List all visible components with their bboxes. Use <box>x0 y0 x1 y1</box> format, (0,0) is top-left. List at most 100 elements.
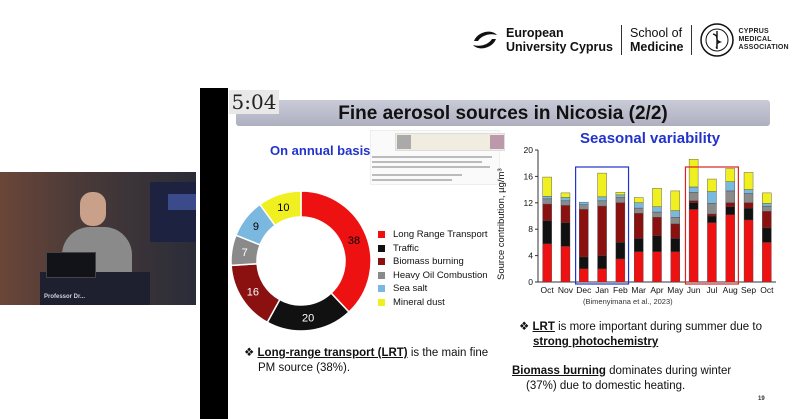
cma-seal-icon <box>700 23 735 57</box>
bar-chart-ylabel: Source contribution, µg/m³ <box>496 168 507 280</box>
bar-segment <box>670 223 681 239</box>
legend-swatch <box>378 258 385 265</box>
bar-segment <box>542 203 552 221</box>
bar-segment <box>633 207 644 214</box>
bar-segment <box>762 205 772 212</box>
annual-donut-chart: 38 20 16 7 9 10 <box>230 190 372 332</box>
bar-segment <box>615 258 626 283</box>
x-tick-label: Jan <box>595 285 609 295</box>
bar-segment <box>688 202 699 210</box>
bar-segment <box>688 200 699 203</box>
slide-title: Fine aerosol sources in Nicosia (2/2) <box>338 103 668 124</box>
bar-segment <box>652 188 662 207</box>
bar-segment <box>725 190 735 203</box>
bullet2-text: is more important during summer due to <box>554 321 762 333</box>
timer: 5:04 <box>229 90 279 114</box>
speaker-head <box>80 192 106 226</box>
legend-item: Long Range Transport <box>378 228 488 241</box>
bar-segment <box>743 207 754 221</box>
legend-swatch <box>378 285 385 292</box>
bullet3-text-2: (37%) due to domestic heating. <box>526 380 686 392</box>
bar-segment <box>579 201 589 205</box>
bullet-lrt-main: ❖ Long-range transport (LRT) is the main… <box>244 346 488 376</box>
bar-segment <box>615 242 626 260</box>
bar-segment <box>615 192 626 196</box>
bar-segment <box>762 192 772 204</box>
x-tick-label: Jun <box>687 285 701 295</box>
y-tick-label: 8 <box>528 224 533 234</box>
speaker-video: Professor Dr... <box>0 172 196 305</box>
x-tick-label: Nov <box>558 285 574 295</box>
bar-segment <box>615 202 626 243</box>
bar-segment <box>542 220 552 244</box>
logo-divider <box>620 25 622 55</box>
bullet2-highlight-2: strong photochemistry <box>533 336 659 348</box>
bar-segment <box>743 219 754 283</box>
bullet-glyph: ❖ <box>244 347 255 359</box>
bar-segment <box>707 222 717 283</box>
paper-text-line <box>372 161 482 163</box>
logo-divider-2 <box>691 25 693 55</box>
paper-text-line <box>372 166 490 168</box>
x-tick-label: Mar <box>631 285 646 295</box>
bar-segment <box>707 213 717 217</box>
bar-segment <box>560 222 571 247</box>
bar-segment <box>688 192 699 202</box>
bar-segment <box>725 206 735 215</box>
bar-segment <box>652 206 662 213</box>
legend-item: Biomass burning <box>378 255 488 268</box>
bar-segment <box>670 190 681 211</box>
x-tick-label: Jul <box>706 285 717 295</box>
bar-segment <box>707 203 717 215</box>
paper-header <box>395 133 505 151</box>
bar-segment <box>560 192 571 198</box>
school-of-medicine: School of Medicine <box>630 26 684 54</box>
highlight-box-red <box>684 166 739 285</box>
bar-segment <box>542 196 552 200</box>
donut-value-label: 7 <box>242 247 248 259</box>
x-tick-label: Dec <box>576 285 592 295</box>
legend-label: Long Range Transport <box>393 229 488 240</box>
bar-segment <box>743 172 754 190</box>
bar-segment <box>597 255 607 269</box>
bullet-glyph: ❖ <box>519 321 530 333</box>
bar-segment <box>743 193 754 204</box>
video-shelf <box>150 182 196 242</box>
bar-segment <box>670 238 681 252</box>
bar-segment <box>670 210 681 218</box>
slide-left-frame <box>200 88 228 419</box>
slide-right-edge <box>780 88 800 419</box>
euc-line1: European <box>506 26 564 40</box>
legend-swatch <box>378 244 385 252</box>
x-tick-label: Apr <box>650 285 663 295</box>
bar-segment <box>579 256 589 269</box>
bar-segment <box>597 200 607 207</box>
bullet-lrt-summer: ❖ LRT is more important during summer du… <box>519 320 762 350</box>
euc-name: European University Cyprus <box>506 26 613 54</box>
bullet3-text: dominates during winter <box>605 365 732 377</box>
bar-segment <box>597 205 607 256</box>
legend-item: Mineral dust <box>378 296 488 309</box>
bar-segment <box>652 235 662 252</box>
bar-segment <box>725 168 735 182</box>
bar-segment <box>688 209 699 283</box>
bullet2-highlight: LRT <box>532 321 555 333</box>
legend-label: Mineral dust <box>393 296 445 308</box>
bar-segment <box>652 211 662 218</box>
paper-text-line <box>372 179 452 181</box>
bar-segment <box>762 242 772 283</box>
bar-segment <box>707 178 717 192</box>
video-screen <box>168 194 196 210</box>
donut-value-label: 10 <box>277 202 289 214</box>
bar-segment <box>542 198 552 205</box>
bar-segment <box>652 217 662 236</box>
y-tick-label: 12 <box>524 198 534 208</box>
bullet-biomass: Biomass burning dominates during winter … <box>512 364 731 394</box>
bar-segment <box>560 246 571 283</box>
bar-segment <box>688 186 699 193</box>
paper-text-line <box>372 156 492 158</box>
cma-line3: ASSOCIATION <box>738 44 789 51</box>
bar-segment <box>597 196 607 202</box>
x-tick-label: Sep <box>741 285 756 295</box>
